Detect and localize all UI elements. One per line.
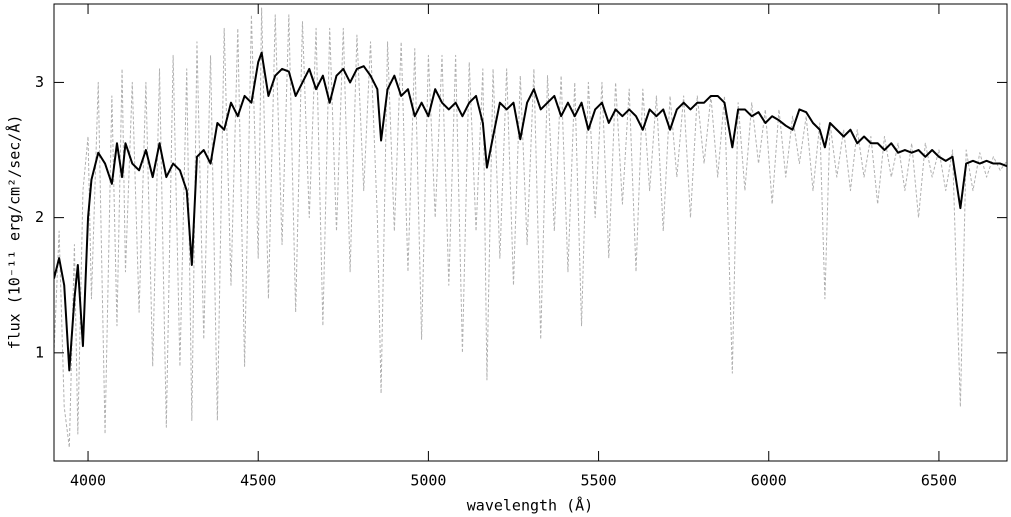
x-tick-label: 4000 (70, 472, 106, 490)
y-axis-label: flux (10⁻¹¹ erg/cm²/sec/Å) (5, 115, 24, 350)
x-tick-label: 5500 (581, 472, 617, 490)
x-axis-label: wavelength (Å) (467, 496, 593, 515)
spectrum-line (54, 7, 1007, 448)
y-tick-label: 2 (35, 208, 44, 226)
y-tick-label: 1 (35, 343, 44, 361)
x-tick-label: 6000 (751, 472, 787, 490)
y-tick-label: 3 (35, 73, 44, 91)
x-tick-label: 6500 (921, 472, 957, 490)
spectrum-line (54, 51, 1007, 372)
x-tick-label: 4500 (240, 472, 276, 490)
plot-frame (53, 3, 1008, 462)
x-tick-label: 5000 (410, 472, 446, 490)
